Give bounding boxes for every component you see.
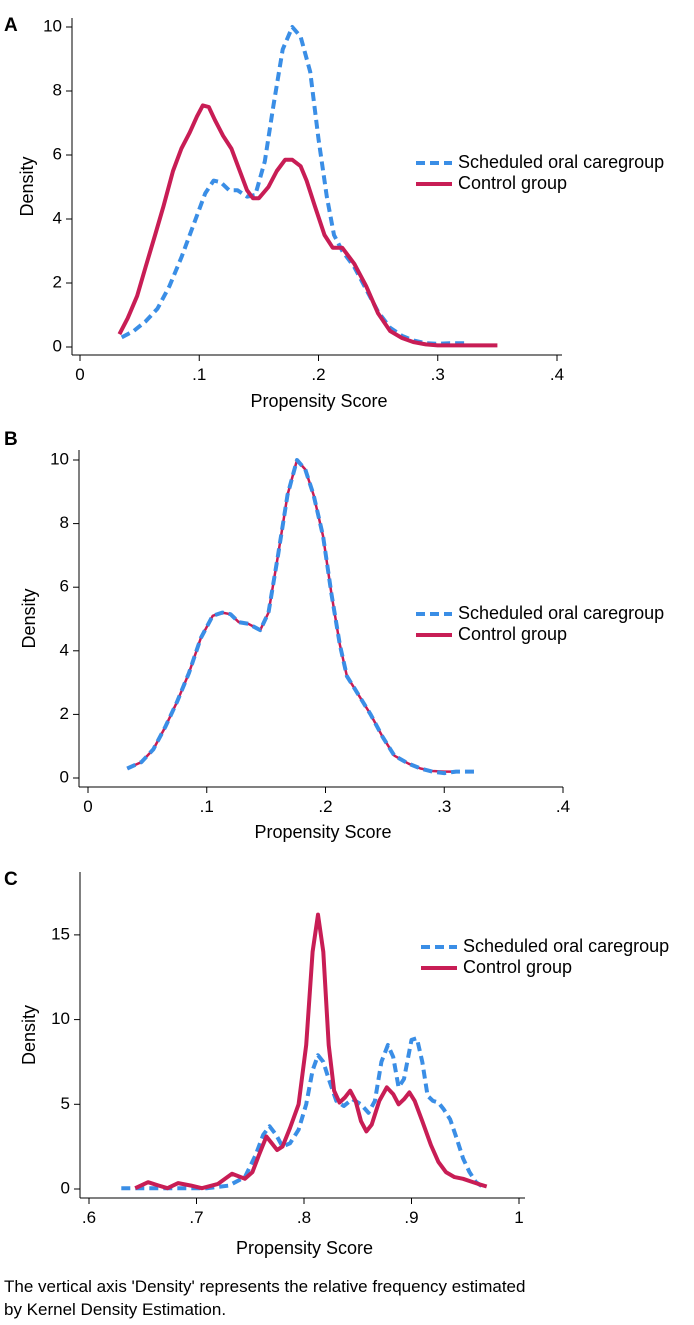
x-axis-title: Propensity Score (236, 1238, 373, 1258)
x-tick-label: .4 (550, 365, 564, 384)
y-tick-label: 5 (61, 1094, 70, 1113)
legend-label: Scheduled oral caregroup (458, 603, 664, 623)
y-axis-title: Density (19, 588, 39, 648)
y-tick-label: 8 (53, 80, 62, 99)
x-tick-label: .2 (311, 365, 325, 384)
figure-caption: The vertical axis 'Density' represents t… (4, 1277, 526, 1319)
y-tick-label: 10 (43, 16, 62, 35)
y-tick-label: 4 (60, 640, 69, 659)
x-tick-label: .3 (437, 797, 451, 816)
y-tick-label: 0 (60, 767, 69, 786)
legend-label: Control group (458, 624, 567, 644)
panel-label: C (4, 869, 18, 890)
x-axis-title: Propensity Score (254, 822, 391, 842)
x-tick-label: 0 (83, 797, 92, 816)
x-tick-label: .1 (200, 797, 214, 816)
panel-a: A 0 2 4 6 8 10 0 .1 .2 .3 .4 Propensity Score Density… (4, 15, 664, 411)
legend-label: Scheduled oral caregroup (458, 152, 664, 172)
x-tick-label: 0 (75, 365, 84, 384)
y-tick-label: 6 (60, 577, 69, 596)
panel-label: A (4, 15, 18, 36)
x-tick-label: .9 (404, 1208, 418, 1227)
series-line-control (126, 458, 457, 773)
x-tick-label: .6 (82, 1208, 96, 1227)
legend-label: Control group (463, 957, 572, 977)
series-line-scheduled-oral-care (120, 25, 468, 346)
legend-label: Control group (458, 173, 567, 193)
y-tick-label: 15 (51, 924, 70, 943)
y-tick-label: 0 (61, 1178, 70, 1197)
y-axis-title: Density (19, 1005, 39, 1065)
x-tick-label: .7 (189, 1208, 203, 1227)
y-tick-label: 10 (50, 449, 69, 468)
x-tick-label: .3 (431, 365, 445, 384)
panel-label: B (4, 429, 18, 450)
panel-c: C 0 5 10 15 .6 .7 .8 .9 1 Propensity Score Density S… (4, 869, 669, 1258)
x-tick-label: .8 (297, 1208, 311, 1227)
series-line-control (134, 912, 488, 1191)
x-tick-label: .1 (192, 365, 206, 384)
x-axis-title: Propensity Score (250, 391, 387, 411)
y-tick-label: 2 (53, 272, 62, 291)
y-tick-label: 0 (53, 336, 62, 355)
y-axis-title: Density (17, 156, 37, 216)
y-tick-label: 2 (60, 704, 69, 723)
x-tick-label: .4 (556, 797, 570, 816)
series-line-scheduled-oral-care (126, 458, 477, 776)
y-tick-label: 8 (60, 513, 69, 532)
panel-b: B 0 2 4 6 8 10 0 .1 .2 .3 .4 Propensity Score Density… (4, 429, 664, 842)
x-tick-label: 1 (514, 1208, 523, 1227)
x-tick-label: .2 (318, 797, 332, 816)
y-tick-label: 10 (51, 1009, 70, 1028)
y-tick-label: 6 (53, 144, 62, 163)
series-line-control (117, 103, 498, 348)
y-tick-label: 4 (53, 208, 62, 227)
legend-label: Scheduled oral caregroup (463, 936, 669, 956)
